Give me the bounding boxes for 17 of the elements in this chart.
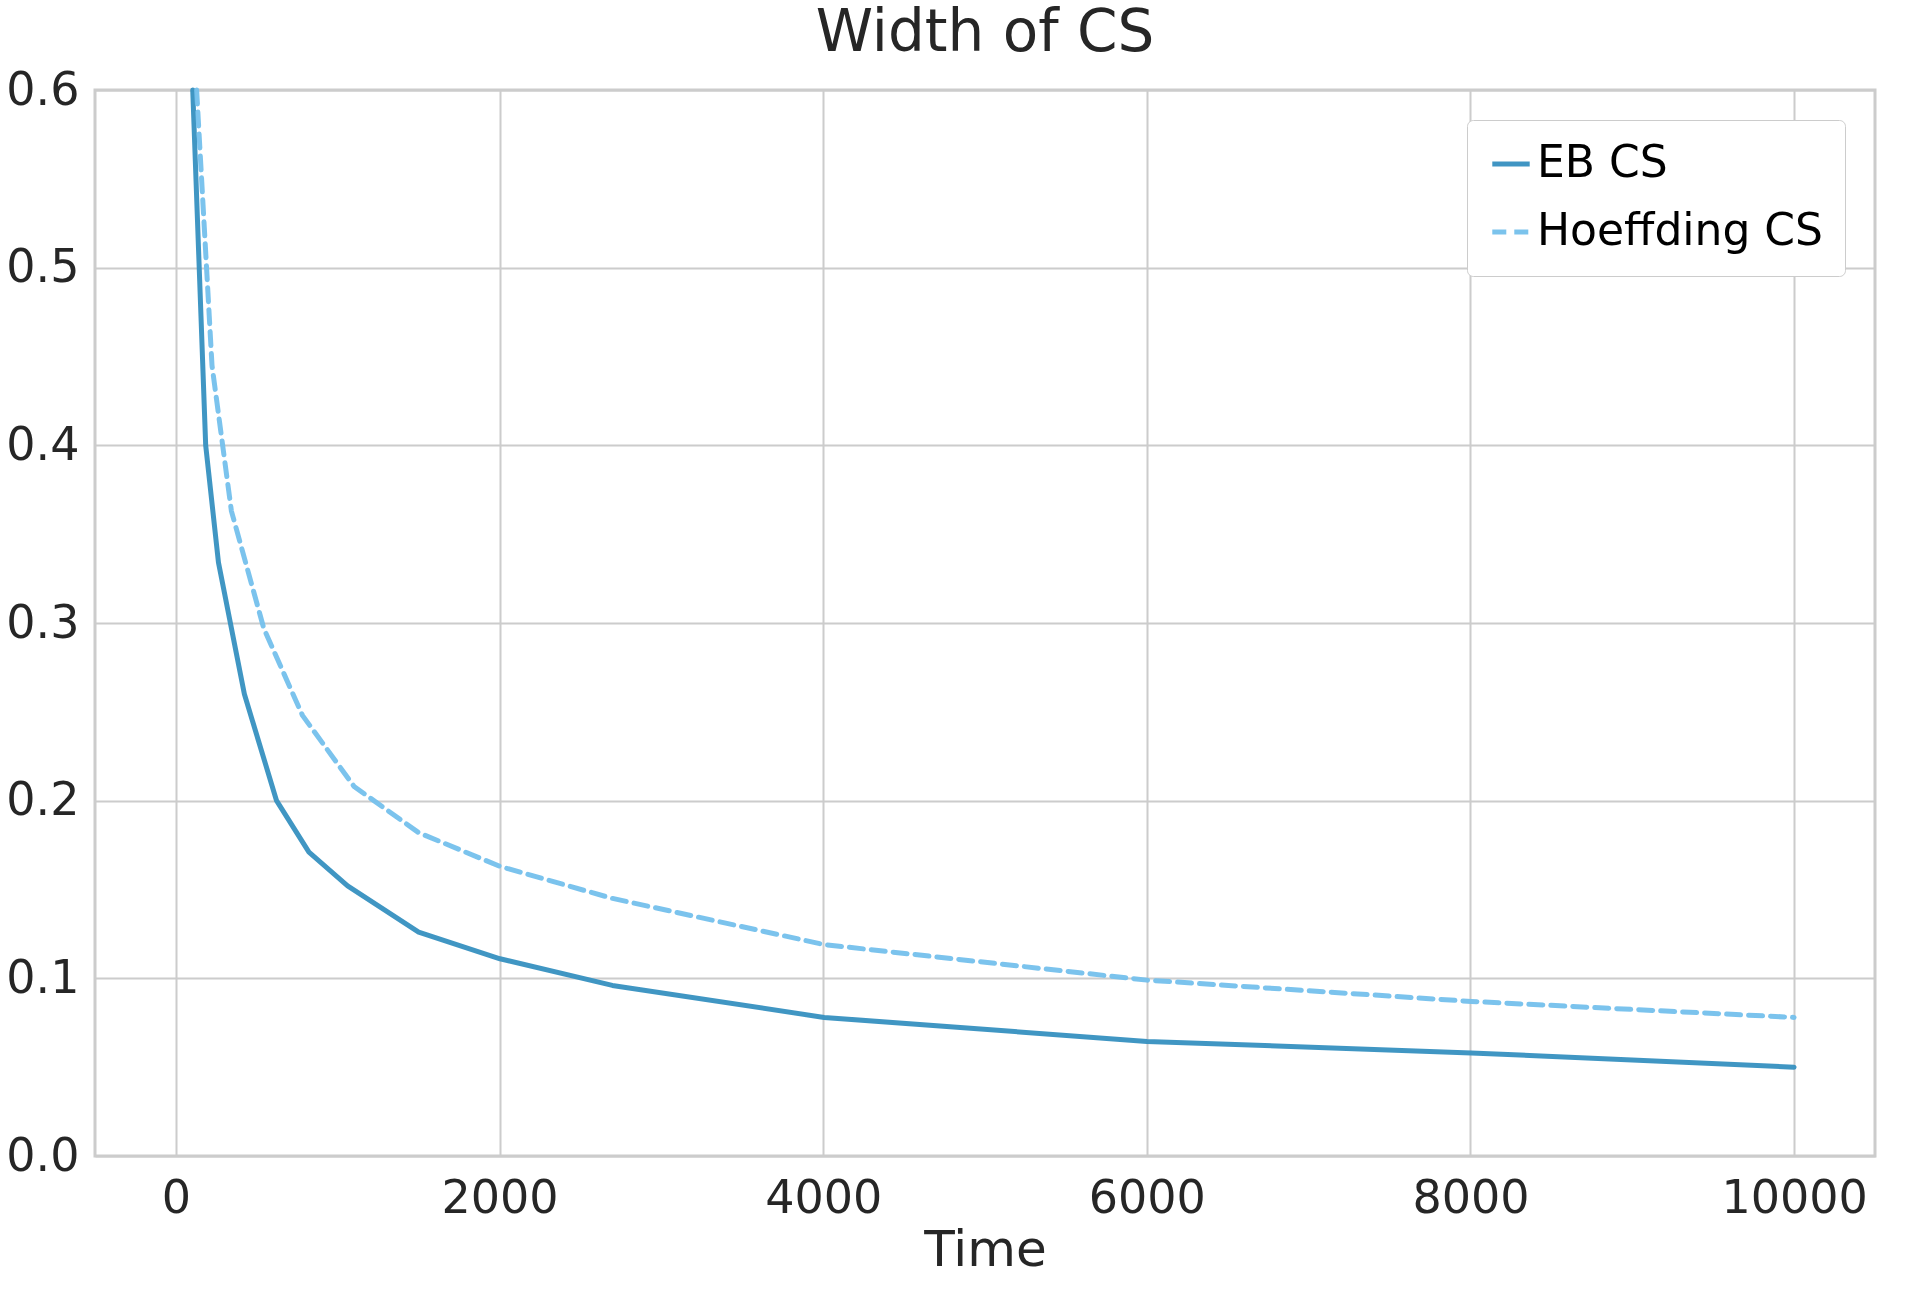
x-axis-title: Time bbox=[923, 1219, 1047, 1278]
chart-title: Width of CS bbox=[815, 0, 1155, 65]
y-tick-label: 0.2 bbox=[6, 772, 80, 827]
x-tick-label: 4000 bbox=[765, 1169, 883, 1224]
y-tick-label: 0.6 bbox=[6, 61, 80, 116]
x-tick-label: 0 bbox=[161, 1169, 192, 1224]
y-tick-label: 0.5 bbox=[6, 239, 80, 294]
legend-label: Hoeffding CS bbox=[1537, 204, 1823, 255]
x-tick-label: 2000 bbox=[441, 1169, 559, 1224]
legend-label: EB CS bbox=[1537, 136, 1668, 187]
y-tick-label: 0.1 bbox=[6, 949, 80, 1004]
x-tick-label: 8000 bbox=[1412, 1169, 1530, 1224]
y-tick-label: 0.0 bbox=[6, 1127, 80, 1182]
y-tick-label: 0.4 bbox=[6, 416, 80, 471]
x-tick-label: 10000 bbox=[1721, 1169, 1868, 1224]
y-tick-label: 0.3 bbox=[6, 594, 80, 649]
x-tick-label: 6000 bbox=[1088, 1169, 1206, 1224]
